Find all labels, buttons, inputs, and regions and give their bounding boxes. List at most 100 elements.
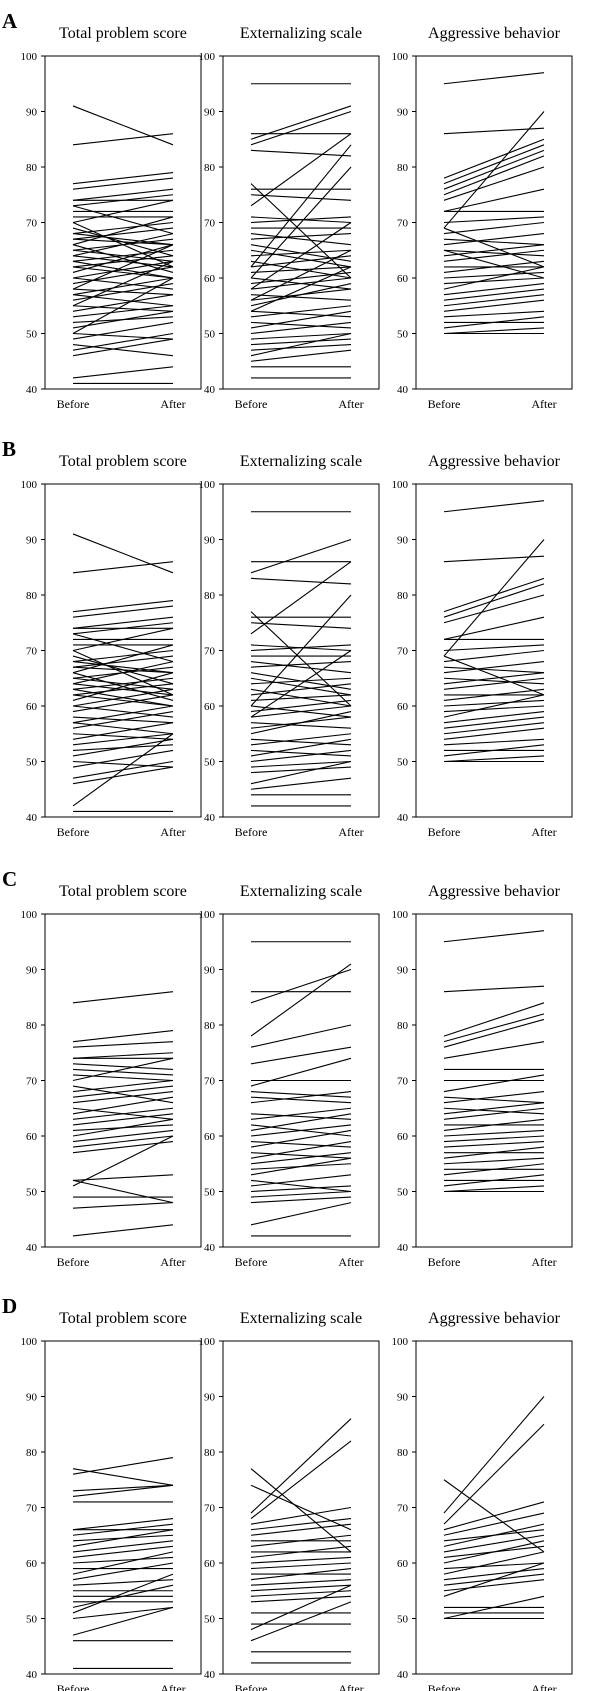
- subject-line: [250, 561, 352, 635]
- y-tick-label: 80: [397, 590, 409, 602]
- subject-line: [443, 316, 545, 329]
- subject-line: [443, 1157, 545, 1165]
- x-label-before: Before: [57, 1255, 90, 1269]
- chart-externalizing-scale: Externalizing scale 40 50 60 70 80 90 100 Before…: [199, 453, 380, 839]
- subject-line: [72, 1174, 174, 1181]
- y-tick-label: 80: [397, 1447, 409, 1459]
- y-tick-label: 60: [397, 273, 409, 285]
- subject-line: [72, 677, 174, 690]
- y-tick-label: 50: [26, 329, 38, 341]
- subject-line: [72, 105, 174, 146]
- subject-line: [72, 694, 174, 713]
- subject-line: [443, 294, 545, 307]
- y-tick-label: 90: [397, 107, 409, 119]
- subject-line: [443, 1013, 545, 1043]
- subject-line: [72, 1068, 174, 1076]
- plot-frame: [415, 55, 573, 390]
- subject-line: [72, 1457, 174, 1475]
- y-tick-label: 70: [397, 1076, 409, 1088]
- y-tick-label: 40: [204, 1242, 216, 1254]
- subject-line: [72, 766, 174, 785]
- subject-line: [250, 249, 352, 257]
- subject-line: [250, 133, 352, 207]
- subject-line: [250, 1152, 352, 1159]
- subject-line: [72, 1529, 174, 1547]
- subject-line: [250, 249, 352, 268]
- subject-line: [443, 699, 545, 707]
- subject-line: [443, 1141, 545, 1148]
- subject-line: [72, 1129, 174, 1143]
- subject-line: [250, 1124, 352, 1137]
- subject-line: [72, 221, 174, 235]
- subject-line: [250, 1484, 352, 1531]
- chart-title: Aggressive behavior: [428, 1310, 561, 1327]
- subject-line: [443, 1568, 545, 1581]
- subject-line: [72, 277, 174, 296]
- plot-frame: [44, 483, 202, 818]
- chart-title: Total problem score: [59, 25, 187, 42]
- subject-line: [443, 288, 545, 301]
- subject-line: [72, 1224, 174, 1237]
- subject-line: [250, 677, 352, 685]
- subject-line: [72, 1484, 174, 1492]
- subject-line: [443, 144, 545, 185]
- subject-line: [250, 777, 352, 790]
- subject-line: [443, 1146, 545, 1159]
- subject-line: [443, 677, 545, 690]
- y-tick-label: 80: [204, 1020, 216, 1032]
- series-group: [72, 105, 174, 385]
- x-label-before: Before: [428, 1682, 461, 1691]
- subject-line: [443, 1107, 545, 1120]
- subject-line: [72, 233, 174, 246]
- subject-line: [443, 277, 545, 285]
- y-tick-label: 100: [21, 51, 38, 63]
- panel-label: D: [2, 1294, 17, 1318]
- subject-line: [72, 738, 174, 757]
- subject-line: [250, 1129, 352, 1148]
- subject-line: [250, 255, 352, 268]
- subject-line: [443, 985, 545, 993]
- chart-title: Externalizing scale: [240, 25, 362, 42]
- subject-line: [250, 694, 352, 701]
- subject-line: [250, 233, 352, 246]
- subject-line: [443, 930, 545, 943]
- subject-line: [72, 338, 174, 357]
- y-tick-label: 70: [204, 218, 216, 230]
- subject-line: [250, 705, 352, 718]
- x-label-after: After: [338, 1255, 363, 1269]
- y-tick-label: 40: [26, 384, 38, 396]
- subject-line: [72, 1562, 174, 1581]
- panel-d: D Total problem score 40 50 60 70 80 90 100 Befor…: [2, 1294, 573, 1691]
- subject-line: [443, 1423, 545, 1525]
- series-group: [443, 930, 545, 1193]
- subject-line: [443, 260, 545, 273]
- chart-title: Aggressive behavior: [428, 453, 561, 470]
- series-group: [250, 941, 352, 1237]
- y-tick-label: 60: [397, 701, 409, 713]
- y-tick-label: 50: [397, 757, 409, 769]
- subject-line: [250, 677, 352, 696]
- subject-line: [250, 1534, 352, 1547]
- chart-total-problem-score: Total problem score 40 50 60 70 80 90 100 Before…: [21, 883, 202, 1269]
- subject-line: [443, 716, 545, 729]
- subject-line: [72, 1484, 174, 1497]
- subject-line: [72, 260, 174, 307]
- subject-line: [443, 1523, 545, 1547]
- y-tick-label: 80: [26, 162, 38, 174]
- subject-line: [443, 1074, 545, 1093]
- y-tick-label: 60: [26, 1131, 38, 1143]
- panel-b: B Total problem score 40 50 60 70 80 90 100 Befor…: [2, 437, 573, 839]
- subject-line: [250, 749, 352, 757]
- y-tick-label: 100: [21, 909, 38, 921]
- x-label-before: Before: [57, 825, 90, 839]
- plot-frame: [44, 1340, 202, 1675]
- subject-line: [72, 733, 174, 746]
- subject-line: [72, 694, 174, 707]
- subject-line: [250, 338, 352, 346]
- subject-line: [72, 622, 174, 635]
- y-tick-label: 60: [204, 701, 216, 713]
- subject-line: [72, 221, 174, 268]
- subject-line: [250, 699, 352, 713]
- subject-line: [443, 722, 545, 735]
